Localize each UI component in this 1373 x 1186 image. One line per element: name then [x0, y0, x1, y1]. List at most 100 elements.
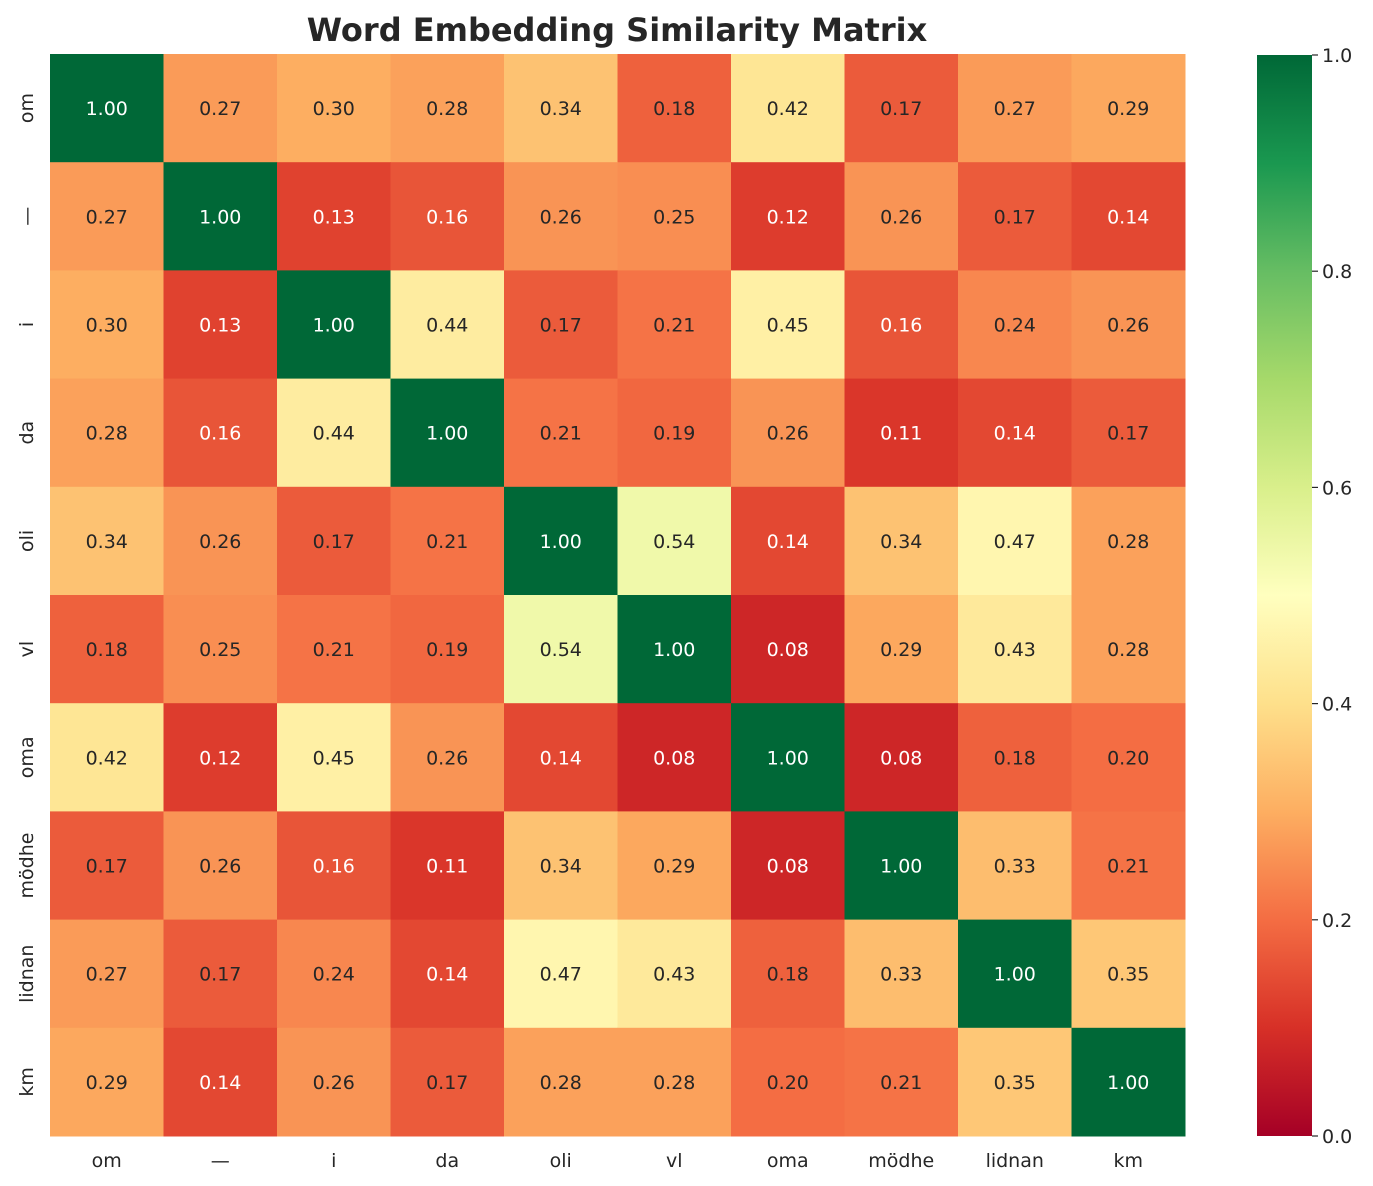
cell-value-label: 0.16 — [199, 423, 241, 445]
heatmap-cell — [731, 1027, 845, 1137]
heatmap-cell — [50, 811, 164, 921]
x-tick-label: oma — [767, 1150, 809, 1172]
heatmap-cell — [50, 54, 164, 163]
cell-value-label: 0.28 — [653, 1072, 695, 1094]
cell-value-label: 0.18 — [994, 747, 1036, 769]
cell-value-label: 0.12 — [767, 206, 809, 228]
cell-value-label: 0.21 — [653, 315, 695, 337]
heatmap-cell — [163, 919, 278, 1029]
heatmap-cell — [163, 378, 278, 488]
heatmap-cell — [504, 811, 618, 921]
heatmap-cell — [731, 703, 845, 812]
heatmap-cell — [617, 162, 732, 271]
cell-value-label: 0.08 — [767, 856, 809, 878]
cell-value-label: 0.08 — [767, 639, 809, 661]
cell-value-label: 0.43 — [653, 964, 695, 986]
heatmap-cell — [958, 919, 1072, 1029]
heatmap-cell — [163, 162, 278, 271]
heatmap-cell — [390, 378, 505, 488]
heatmap-cell — [390, 270, 505, 380]
cell-value-label: 1.00 — [653, 639, 695, 661]
heatmap-cell — [277, 378, 391, 488]
cell-value-label: 0.27 — [199, 98, 241, 120]
x-tick-label: om — [92, 1150, 122, 1172]
cell-value-label: 1.00 — [426, 423, 468, 445]
y-tick-label: i — [16, 322, 38, 327]
cell-value-label: 0.17 — [994, 206, 1036, 228]
cell-value-label: 0.34 — [540, 98, 582, 120]
y-tick-label: da — [16, 421, 38, 445]
cell-value-label: 0.35 — [994, 1072, 1036, 1094]
heatmap-cell — [50, 162, 164, 271]
heatmap-cell — [390, 703, 505, 812]
cell-value-label: 0.47 — [994, 531, 1036, 553]
heatmap-cell — [50, 703, 164, 812]
cell-value-label: 0.26 — [880, 206, 922, 228]
heatmap-cell — [1071, 486, 1186, 596]
cell-value-label: 0.34 — [540, 856, 582, 878]
cell-value-label: 1.00 — [86, 98, 128, 120]
heatmap-cell — [958, 811, 1072, 921]
heatmap-cell — [163, 54, 278, 163]
heatmap-cell — [163, 486, 278, 596]
x-tick-label: mödhe — [868, 1150, 934, 1172]
cell-value-label: 0.29 — [880, 639, 922, 661]
x-tick-label: da — [435, 1150, 459, 1172]
heatmap-cell — [50, 1027, 164, 1137]
heatmap-cell — [1071, 54, 1186, 163]
x-tick-label: i — [331, 1150, 336, 1172]
cell-value-label: 0.28 — [1107, 639, 1149, 661]
heatmap-cell — [277, 595, 391, 704]
cell-value-label: 0.26 — [1107, 315, 1149, 337]
colorbar-tick-label: 0.6 — [1322, 477, 1352, 499]
cell-value-label: 0.21 — [426, 531, 468, 553]
heatmap-cell — [731, 54, 845, 163]
heatmap-cell — [390, 1027, 505, 1137]
cell-value-label: 0.28 — [540, 1072, 582, 1094]
heatmap-cell — [617, 270, 732, 380]
cell-value-label: 0.14 — [426, 964, 468, 986]
cell-value-label: 0.29 — [86, 1072, 128, 1094]
heatmap-cell — [844, 378, 959, 488]
heatmap-cell — [504, 378, 618, 488]
cell-value-label: 0.26 — [199, 531, 241, 553]
heatmap-cell — [504, 595, 618, 704]
cell-value-label: 0.17 — [86, 856, 128, 878]
heatmap-cell — [617, 811, 732, 921]
heatmap-cell — [390, 54, 505, 163]
colorbar-tick-label: 0.2 — [1322, 910, 1352, 932]
heatmap-cell — [277, 703, 391, 812]
colorbar-ticks: 0.0 0.2 0.4 0.6 0.8 1.0 — [1312, 45, 1352, 1148]
heatmap-cell — [163, 595, 278, 704]
colorbar — [1257, 55, 1312, 1136]
cell-value-label: 0.19 — [653, 423, 695, 445]
heatmap-cell — [958, 1027, 1072, 1137]
y-tick-label: oma — [16, 736, 38, 778]
cell-value-label: 0.27 — [86, 206, 128, 228]
cell-value-label: 0.13 — [313, 206, 355, 228]
heatmap-cell — [958, 595, 1072, 704]
heatmap-cell — [50, 486, 164, 596]
cell-value-label: 0.24 — [994, 315, 1036, 337]
heatmap-cell — [958, 54, 1072, 163]
heatmap-cell — [504, 54, 618, 163]
cell-value-label: 0.17 — [426, 1072, 468, 1094]
heatmap-cell — [390, 811, 505, 921]
cell-value-label: 0.17 — [540, 315, 582, 337]
x-tick-label: oli — [550, 1150, 572, 1172]
heatmap-cell — [617, 378, 732, 488]
heatmap-cell — [1071, 919, 1186, 1029]
cell-value-label: 0.30 — [313, 98, 355, 120]
heatmap-cell — [844, 595, 959, 704]
heatmap-cell — [1071, 378, 1186, 488]
cell-value-label: 0.26 — [767, 423, 809, 445]
cell-value-label: 0.29 — [653, 856, 695, 878]
heatmap-cell — [50, 595, 164, 704]
heatmap-cell — [844, 270, 959, 380]
heatmap-cell — [277, 486, 391, 596]
heatmap-cell — [504, 162, 618, 271]
colorbar-gradient — [1257, 55, 1312, 1136]
heatmap-cell — [958, 270, 1072, 380]
colorbar-tick-label: 0.8 — [1322, 261, 1352, 283]
heatmap-cell — [1071, 595, 1186, 704]
